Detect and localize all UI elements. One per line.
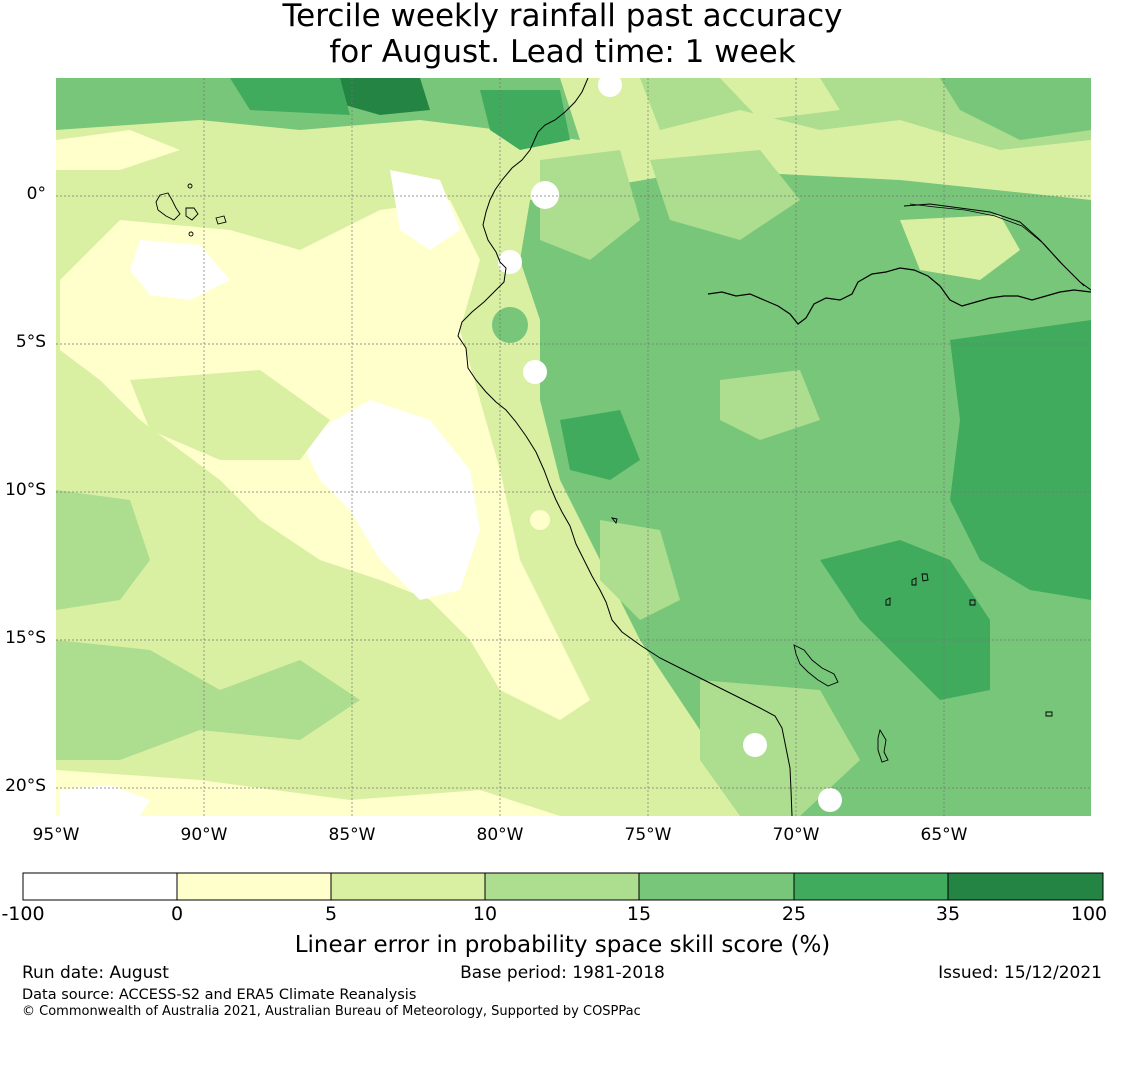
colorbar-segment xyxy=(177,873,331,900)
coastal-no-skill-spot xyxy=(743,733,767,757)
lake xyxy=(877,728,889,763)
lake-titicaca xyxy=(793,644,839,687)
north-east-high xyxy=(940,78,1091,140)
land-low-patch-n xyxy=(650,150,800,240)
north-high-patch xyxy=(230,78,350,115)
colorbar-segment xyxy=(794,873,948,900)
lon-label-80w: 80°W xyxy=(476,825,524,845)
run-date: Run date: August xyxy=(22,963,169,983)
issued-date: Issued: 15/12/2021 xyxy=(938,963,1102,983)
coastal-no-skill-spot xyxy=(818,788,842,812)
lon-label-70w: 70°W xyxy=(772,825,820,845)
map-title-line-1: Tercile weekly rainfall past accuracy xyxy=(282,0,843,34)
colorbar-title: Linear error in probability space skill … xyxy=(294,932,831,958)
land-high-zone-central xyxy=(560,410,640,480)
lon-label-85w: 85°W xyxy=(328,825,376,845)
lon-label-65w: 65°W xyxy=(920,825,968,845)
ocean-no-skill-zone-4 xyxy=(60,785,150,816)
ocean-moderate-zone-sw xyxy=(56,490,150,610)
colorbar-segment xyxy=(485,873,639,900)
ocean-moderate-zone-w xyxy=(56,640,360,760)
coastal-no-skill-spot xyxy=(530,510,550,530)
coastal-no-skill-spot xyxy=(498,250,522,274)
galapagos-islands xyxy=(155,183,227,237)
lon-label-95w: 95°W xyxy=(32,825,80,845)
lat-label-15s: 15°S xyxy=(5,628,46,648)
skill-field xyxy=(56,78,1091,816)
ocean-low-zone-bottom xyxy=(56,770,560,816)
colorbar-tick-label: 0 xyxy=(170,903,184,925)
colorbar-segment xyxy=(23,873,177,900)
data-source: Data source: ACCESS-S2 and ERA5 Climate … xyxy=(22,987,417,1003)
colorbar-tick-label: 5 xyxy=(324,903,338,925)
copyright: © Commonwealth of Australia 2021, Austra… xyxy=(22,1004,641,1019)
north-high-patch-2 xyxy=(480,90,570,150)
coastal-high-spot xyxy=(492,307,528,343)
colorbar-tick-label: 100 xyxy=(1070,903,1108,925)
colorbar-tick-label: 35 xyxy=(935,903,961,925)
gridlines xyxy=(56,78,1091,816)
coastal-no-skill-spot xyxy=(531,181,559,209)
land-low-patch-mid xyxy=(720,370,820,440)
river xyxy=(707,267,1091,325)
coastline xyxy=(457,78,793,816)
lon-label-90w: 90°W xyxy=(180,825,228,845)
colorbar-segment xyxy=(948,873,1103,900)
map-title-line-2: for August. Lead time: 1 week xyxy=(329,34,796,70)
lon-label-75w: 75°W xyxy=(624,825,672,845)
colorbar xyxy=(22,872,1104,901)
north-east-low xyxy=(720,78,840,120)
ocean-moderate-zone-mid xyxy=(130,370,330,460)
lat-label-0: 0° xyxy=(26,184,46,204)
lat-label-5s: 5°S xyxy=(15,332,46,352)
colorbar-tick-label: -100 xyxy=(1,903,45,925)
north-very-high-band xyxy=(340,78,430,115)
colorbar-segment xyxy=(331,873,485,900)
lat-label-10s: 10°S xyxy=(5,480,46,500)
river xyxy=(909,203,1085,287)
land-high-zone-east xyxy=(950,320,1091,600)
colorbar-segment xyxy=(639,873,794,900)
colorbar-tick-label: 15 xyxy=(626,903,652,925)
land-low-skill-se xyxy=(960,700,1091,816)
ocean-no-skill-zone xyxy=(300,400,480,600)
coastal-no-skill-spot xyxy=(598,78,622,97)
lat-label-20s: 20°S xyxy=(5,776,46,796)
colorbar-tick-label: 25 xyxy=(781,903,807,925)
land-low-patch-south xyxy=(700,680,860,816)
coastal-no-skill-spot xyxy=(523,360,547,384)
north-low-patch xyxy=(56,130,180,170)
lake xyxy=(610,517,1053,717)
ocean-no-skill-zone-3 xyxy=(390,170,460,250)
land-high-zone-south xyxy=(820,540,990,700)
colorbar-tick-label: 10 xyxy=(472,903,498,925)
ocean-no-skill-zone-2 xyxy=(130,240,230,300)
land-low-patch-sw xyxy=(600,520,680,620)
land-low-patch-ne xyxy=(900,215,1020,280)
land-low-patch-coast xyxy=(540,150,640,260)
base-period: Base period: 1981-2018 xyxy=(460,963,665,983)
